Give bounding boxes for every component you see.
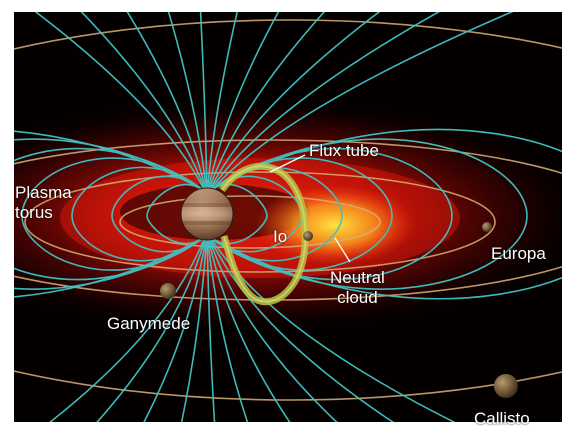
field-line-l-0: [146, 183, 204, 245]
field-line-bottom-1: [96, 239, 206, 422]
field-line-bottom-3: [180, 239, 208, 422]
io-orbit: [119, 195, 381, 249]
ganymede-moon: [160, 283, 176, 299]
jupiter: [180, 187, 234, 241]
label-ganymede: Ganymede: [107, 314, 191, 333]
europa-moon: [482, 222, 492, 232]
label-neutral-cloud-line2: cloud: [337, 288, 378, 307]
leader-lines: [269, 154, 351, 263]
field-line-top-10: [213, 12, 514, 189]
label-neutral-cloud-line1: Neutral: [330, 268, 385, 287]
field-line-l-3: [21, 157, 204, 271]
field-line-top-1: [80, 12, 206, 189]
label-plasma-torus-line2: torus: [15, 203, 53, 222]
field-line-top-0: [34, 12, 204, 189]
field-line-bottom-7: [209, 239, 338, 422]
callisto-moon: [494, 374, 518, 398]
neutral-cloud-leader: [334, 237, 351, 263]
europa-orbit: [24, 171, 496, 273]
field-line-bottom-5: [207, 239, 249, 422]
field-line-l-2: [71, 166, 204, 262]
field-line-top-5: [206, 12, 239, 189]
field-line-bottom-8: [210, 239, 395, 422]
field-line-top-3: [167, 12, 207, 189]
field-line-top-6: [207, 12, 280, 189]
label-neutral-cloud: Neutral cloud: [330, 268, 385, 308]
label-europa: Europa: [491, 244, 546, 263]
field-line-top-9: [211, 12, 441, 189]
field-line-bottom-4: [206, 239, 216, 422]
field-line-bottom-0: [48, 239, 205, 422]
callisto-orbit: [14, 19, 562, 401]
label-io: Io: [273, 227, 288, 246]
field-line-top-2: [126, 12, 207, 189]
flux-tube-leader: [269, 154, 306, 173]
flux-tube-loop-inner: [221, 165, 307, 303]
field-line-top-4: [199, 12, 208, 189]
field-line-bottom-6: [207, 239, 291, 422]
field-line-top-8: [210, 12, 381, 189]
label-plasma-torus-line1: Plasma: [15, 183, 72, 202]
field-line-r-5: [210, 138, 528, 290]
field-line-r-4: [210, 147, 453, 281]
field-line-top-7: [208, 12, 326, 189]
field-line-r-0: [210, 183, 268, 245]
field-line-r-3: [210, 157, 393, 271]
field-line-l-5: [14, 138, 204, 290]
field-line-r-6: [210, 128, 562, 300]
label-flux-tube: Flux tube: [309, 141, 379, 160]
field-line-l-4: [14, 147, 204, 281]
io-moon: [303, 231, 313, 241]
label-callisto: Callisto: [474, 409, 530, 428]
flux-tube-inner: [221, 165, 307, 303]
field-line-l-1: [111, 175, 204, 253]
label-plasma-torus: Plasma torus: [15, 183, 72, 223]
field-line-bottom-2: [143, 239, 207, 422]
